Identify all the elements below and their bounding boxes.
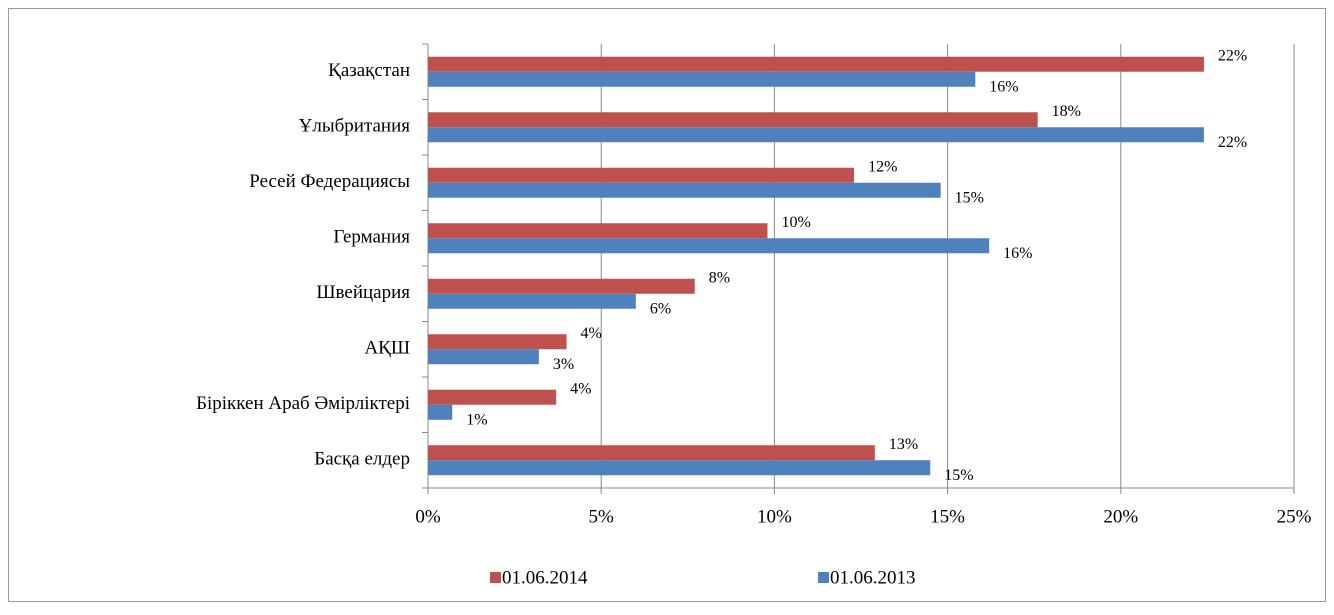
legend-label: 01.06.2013 bbox=[830, 567, 916, 588]
bar bbox=[428, 71, 976, 87]
category-label: АҚШ bbox=[364, 338, 410, 359]
value-label: 13% bbox=[889, 436, 918, 453]
value-label: 22% bbox=[1218, 47, 1247, 64]
category-label: Біріккен Араб Әмірліктері bbox=[196, 393, 410, 414]
category-label: Ресей Федерациясы bbox=[249, 171, 410, 192]
value-label: 18% bbox=[1052, 103, 1081, 120]
value-label: 10% bbox=[781, 214, 810, 231]
value-label: 16% bbox=[1003, 245, 1032, 262]
bar bbox=[428, 445, 875, 461]
bar bbox=[428, 404, 453, 420]
bar bbox=[428, 56, 1204, 72]
bar bbox=[428, 278, 695, 294]
legend-swatch bbox=[818, 572, 829, 583]
category-label: Қазақстан bbox=[328, 60, 410, 81]
category-label: Басқа елдер bbox=[314, 449, 410, 470]
x-tick-label: 5% bbox=[589, 506, 615, 527]
value-label: 16% bbox=[989, 78, 1018, 95]
x-tick-label: 20% bbox=[1103, 506, 1138, 527]
value-label: 6% bbox=[650, 300, 671, 317]
bar bbox=[428, 112, 1038, 128]
chart-frame bbox=[8, 8, 1326, 602]
category-label: Германия bbox=[333, 227, 410, 248]
x-tick-label: 10% bbox=[757, 506, 792, 527]
value-label: 15% bbox=[955, 189, 984, 206]
bar bbox=[428, 167, 855, 183]
bar bbox=[428, 349, 539, 365]
bar bbox=[428, 389, 557, 405]
bar bbox=[428, 334, 567, 350]
value-label: 22% bbox=[1218, 134, 1247, 151]
bar bbox=[428, 460, 931, 476]
category-label: Ұлыбритания bbox=[299, 116, 411, 137]
value-label: 4% bbox=[581, 325, 602, 342]
value-label: 1% bbox=[466, 411, 487, 428]
x-tick-label: 15% bbox=[930, 506, 965, 527]
bar bbox=[428, 293, 636, 309]
bar bbox=[428, 182, 941, 198]
legend-label: 01.06.2014 bbox=[502, 567, 588, 588]
bar bbox=[428, 223, 768, 239]
value-label: 3% bbox=[553, 356, 574, 373]
bar bbox=[428, 238, 990, 254]
value-label: 8% bbox=[709, 269, 730, 286]
x-tick-label: 0% bbox=[415, 506, 441, 527]
category-label: Швейцария bbox=[316, 282, 410, 303]
legend-swatch bbox=[490, 572, 501, 583]
bar bbox=[428, 127, 1204, 143]
value-label: 4% bbox=[570, 380, 591, 397]
value-label: 12% bbox=[868, 158, 897, 175]
value-label: 15% bbox=[944, 467, 973, 484]
x-tick-label: 25% bbox=[1277, 506, 1312, 527]
